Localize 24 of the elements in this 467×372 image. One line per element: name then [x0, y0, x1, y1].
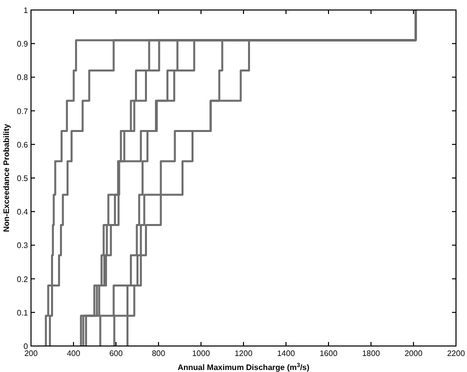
y-tick-label: 1: [24, 6, 29, 15]
y-tick-label: 0.1: [16, 308, 29, 318]
x-tick-label: 1800: [362, 349, 380, 358]
x-tick-label: 2200: [447, 349, 466, 358]
x-tick-label: 200: [24, 349, 38, 358]
x-tick-label: 600: [109, 349, 124, 358]
x-axis-title: Annual Maximum Discharge (m$^{3}$/s): [178, 362, 310, 372]
y-tick-label: 0.3: [16, 241, 29, 250]
x-tick-label: 400: [66, 349, 81, 358]
x-tick-label: 1400: [277, 349, 296, 358]
y-tick-label: 0.7: [16, 106, 29, 116]
y-tick-label: 0.5: [16, 174, 29, 183]
y-tick-label: 0.9: [16, 40, 29, 49]
x-tick-label: 800: [152, 349, 166, 358]
y-tick-label: 0.4: [16, 208, 29, 217]
x-tick-label: 1600: [320, 349, 338, 358]
y-tick-label: 0.6: [16, 140, 29, 150]
y-axis-title: Non-Exceedance Probability: [2, 123, 11, 232]
x-tick-label: 1200: [234, 349, 253, 358]
x-tick-label: 2000: [404, 349, 423, 358]
y-tick-label: 0: [24, 342, 29, 351]
y-tick-label: 0.8: [16, 73, 29, 82]
x-tick-label: 1000: [192, 349, 210, 358]
y-tick-label: 0.2: [16, 274, 29, 284]
